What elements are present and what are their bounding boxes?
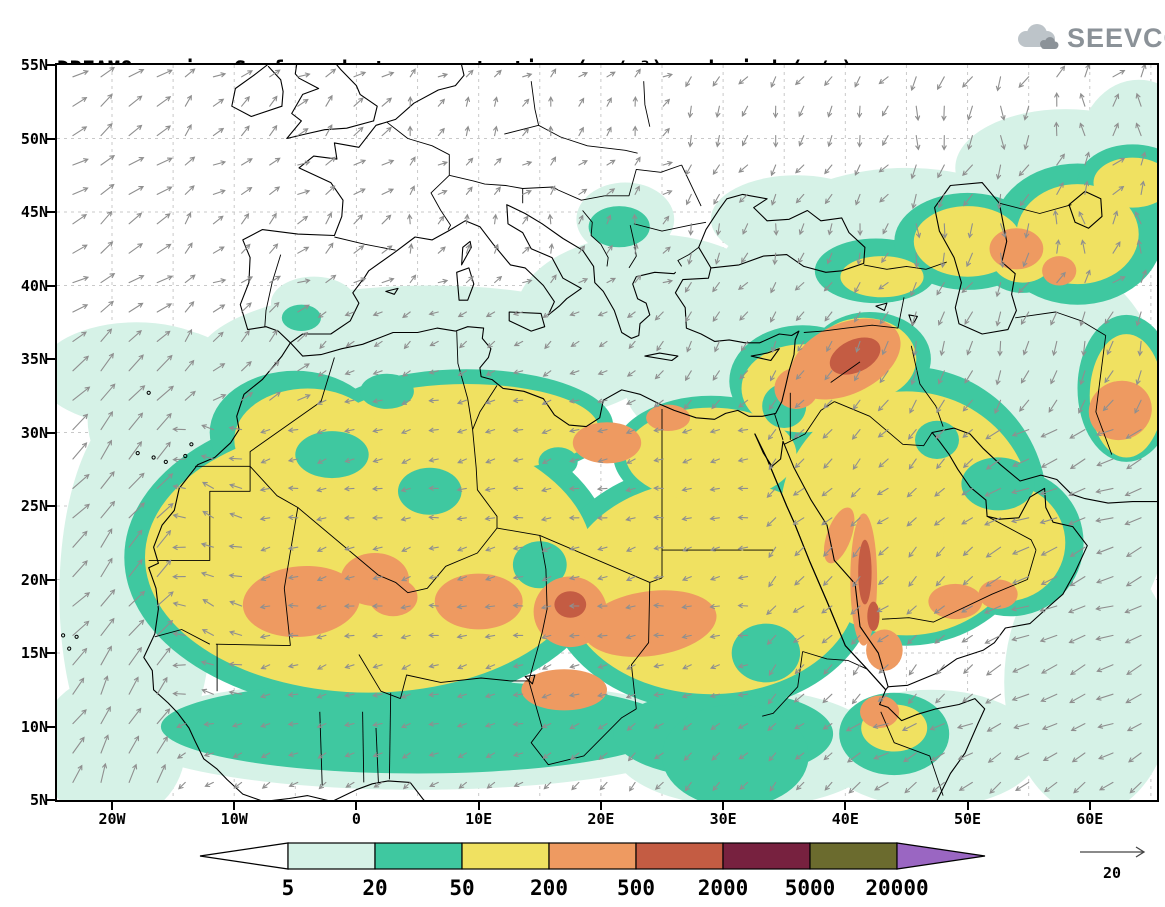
map-frame xyxy=(55,63,1159,802)
dust-fill-layer xyxy=(57,79,1157,800)
x-axis-tick-label: 40E xyxy=(831,810,859,828)
y-axis-tick-label: 20N xyxy=(20,570,48,589)
logo-text: SEEVCCC xyxy=(1067,22,1165,53)
y-axis-tick xyxy=(47,578,55,581)
y-axis-tick xyxy=(47,284,55,287)
x-axis-tick xyxy=(722,802,725,810)
y-axis-tick xyxy=(47,652,55,654)
x-axis-tick xyxy=(1088,802,1091,810)
y-axis-tick-label: 40N xyxy=(20,276,48,295)
colorbar-label: 20000 xyxy=(865,876,928,900)
x-axis-tick-label: 10W xyxy=(220,810,248,828)
coastline-layer xyxy=(143,65,1157,800)
colorbar-label: 5000 xyxy=(785,876,836,900)
colorbar-label: 50 xyxy=(449,876,474,900)
y-axis-tick-label: 45N xyxy=(20,203,48,221)
y-axis-tick-label: 15N xyxy=(20,644,48,662)
x-axis-tick xyxy=(111,802,113,810)
y-axis-tick xyxy=(47,211,55,213)
y-axis-tick xyxy=(47,725,55,728)
x-axis-tick xyxy=(844,802,847,810)
wind-reference-value: 20 xyxy=(1103,864,1121,882)
x-axis-tick-label: 20W xyxy=(98,810,126,828)
y-axis-tick-label: 55N xyxy=(20,56,48,74)
wind-arrow-layer xyxy=(72,65,1147,794)
x-axis-tick xyxy=(355,802,358,810)
y-axis-tick xyxy=(47,431,55,434)
x-axis-tick-label: 10E xyxy=(465,810,493,828)
y-axis-tick-label: 35N xyxy=(20,350,48,368)
x-axis-tick xyxy=(599,802,602,810)
y-axis-tick-label: 25N xyxy=(20,497,48,515)
wind-reference-arrow xyxy=(1080,846,1146,858)
colorbar-shapes xyxy=(199,842,986,870)
seevccc-logo: SEEVCCC xyxy=(1014,22,1165,54)
colorbar-label: 200 xyxy=(530,876,568,900)
island-dots-layer xyxy=(61,390,194,651)
y-axis-tick-label: 5N xyxy=(29,791,48,809)
y-axis-tick xyxy=(47,64,55,66)
x-axis-tick xyxy=(966,802,969,810)
y-axis-tick-label: 30N xyxy=(20,423,48,442)
y-axis-tick-label: 10N xyxy=(20,717,48,736)
cloud-logo-icon xyxy=(1018,24,1059,49)
y-axis-tick xyxy=(47,799,55,801)
x-axis-tick xyxy=(233,802,236,810)
x-axis-tick-label: 0 xyxy=(351,810,361,828)
map-canvas xyxy=(57,65,1157,800)
x-axis-tick-label: 50E xyxy=(954,810,982,828)
colorbar: 5 20 50 200 500 2000 5000 20000 xyxy=(199,842,986,900)
x-axis-tick-label: 20E xyxy=(587,810,615,828)
y-axis-tick xyxy=(47,358,55,360)
y-axis-tick xyxy=(47,505,55,507)
colorbar-label: 5 xyxy=(282,876,295,900)
colorbar-label: 2000 xyxy=(698,876,749,900)
country-border-layer xyxy=(148,81,1113,796)
wind-reference: 20 xyxy=(1080,846,1146,882)
y-axis-tick xyxy=(47,137,55,140)
y-axis-tick-label: 50N xyxy=(20,129,48,148)
x-axis-tick-label: 30E xyxy=(709,810,737,828)
colorbar-label: 20 xyxy=(362,876,387,900)
colorbar-label: 500 xyxy=(617,876,655,900)
x-axis-tick xyxy=(477,802,480,810)
x-axis-tick-label: 60E xyxy=(1076,810,1104,828)
